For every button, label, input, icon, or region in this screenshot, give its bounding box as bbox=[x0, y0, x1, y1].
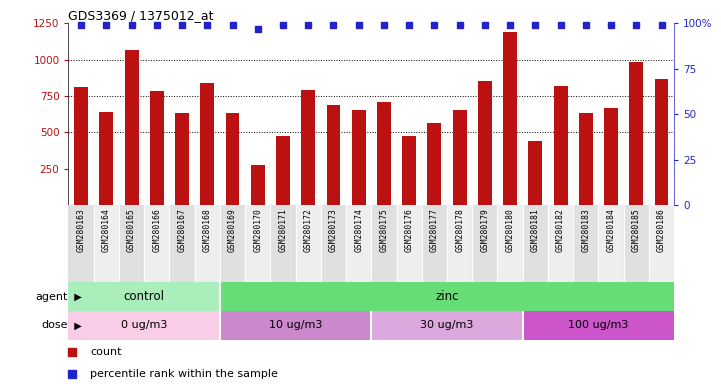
Bar bbox=[175, 113, 189, 205]
Bar bbox=[523, 205, 548, 282]
Bar bbox=[220, 311, 371, 340]
Text: 10 ug/m3: 10 ug/m3 bbox=[269, 320, 322, 331]
Bar bbox=[598, 205, 624, 282]
Text: percentile rank within the sample: percentile rank within the sample bbox=[90, 369, 278, 379]
Bar bbox=[68, 282, 220, 311]
Bar bbox=[397, 205, 422, 282]
Bar bbox=[245, 205, 270, 282]
Text: GSM280183: GSM280183 bbox=[581, 208, 590, 252]
Text: GSM280171: GSM280171 bbox=[278, 208, 288, 252]
Text: GSM280166: GSM280166 bbox=[152, 208, 162, 252]
Text: zinc: zinc bbox=[435, 290, 459, 303]
Text: GSM280176: GSM280176 bbox=[404, 208, 414, 252]
Bar bbox=[655, 79, 668, 205]
Bar bbox=[579, 113, 593, 205]
Bar bbox=[528, 141, 542, 205]
Text: ▶: ▶ bbox=[68, 291, 81, 302]
Bar bbox=[624, 205, 649, 282]
Bar bbox=[649, 205, 674, 282]
Text: GSM280182: GSM280182 bbox=[556, 208, 565, 252]
Text: GDS3369 / 1375012_at: GDS3369 / 1375012_at bbox=[68, 9, 214, 22]
Bar bbox=[503, 32, 517, 205]
Text: GSM280165: GSM280165 bbox=[127, 208, 136, 252]
Text: GSM280179: GSM280179 bbox=[480, 208, 490, 252]
Text: ▶: ▶ bbox=[68, 320, 81, 331]
Text: GSM280170: GSM280170 bbox=[253, 208, 262, 252]
Bar bbox=[352, 110, 366, 205]
Bar bbox=[346, 205, 371, 282]
Bar bbox=[251, 165, 265, 205]
Bar bbox=[472, 205, 497, 282]
Bar bbox=[220, 205, 245, 282]
Bar bbox=[99, 112, 113, 205]
Bar bbox=[428, 123, 441, 205]
Bar bbox=[150, 91, 164, 205]
Bar bbox=[220, 282, 674, 311]
Bar bbox=[523, 311, 674, 340]
Bar bbox=[200, 83, 214, 205]
Text: GSM280173: GSM280173 bbox=[329, 208, 338, 252]
Bar bbox=[74, 87, 88, 205]
Text: GSM280169: GSM280169 bbox=[228, 208, 237, 252]
Text: GSM280178: GSM280178 bbox=[455, 208, 464, 252]
Bar bbox=[402, 136, 416, 205]
Bar bbox=[321, 205, 346, 282]
Bar bbox=[422, 205, 447, 282]
Bar bbox=[377, 102, 391, 205]
Text: GSM280168: GSM280168 bbox=[203, 208, 212, 252]
Bar bbox=[554, 86, 567, 205]
Bar bbox=[327, 105, 340, 205]
Bar bbox=[629, 62, 643, 205]
Bar bbox=[447, 205, 472, 282]
Bar bbox=[144, 205, 169, 282]
Text: GSM280175: GSM280175 bbox=[379, 208, 389, 252]
Text: GSM280184: GSM280184 bbox=[606, 208, 616, 252]
Bar bbox=[296, 205, 321, 282]
Text: dose: dose bbox=[42, 320, 68, 331]
Text: GSM280186: GSM280186 bbox=[657, 208, 666, 252]
Bar bbox=[94, 205, 119, 282]
Bar bbox=[68, 311, 220, 340]
Text: control: control bbox=[124, 290, 164, 303]
Bar bbox=[478, 81, 492, 205]
Text: GSM280177: GSM280177 bbox=[430, 208, 439, 252]
Bar bbox=[68, 205, 94, 282]
Text: GSM280164: GSM280164 bbox=[102, 208, 111, 252]
Bar bbox=[371, 311, 523, 340]
Bar bbox=[226, 113, 239, 205]
Text: 100 ug/m3: 100 ug/m3 bbox=[568, 320, 629, 331]
Bar bbox=[125, 50, 138, 205]
Bar bbox=[497, 205, 523, 282]
Text: count: count bbox=[90, 347, 122, 357]
Text: GSM280174: GSM280174 bbox=[354, 208, 363, 252]
Bar bbox=[573, 205, 598, 282]
Bar bbox=[195, 205, 220, 282]
Bar bbox=[604, 108, 618, 205]
Bar bbox=[119, 205, 144, 282]
Text: 0 ug/m3: 0 ug/m3 bbox=[121, 320, 167, 331]
Text: GSM280180: GSM280180 bbox=[505, 208, 515, 252]
Bar bbox=[548, 205, 573, 282]
Text: GSM280181: GSM280181 bbox=[531, 208, 540, 252]
Bar bbox=[453, 110, 466, 205]
Bar bbox=[301, 90, 315, 205]
Bar bbox=[276, 136, 290, 205]
Text: GSM280185: GSM280185 bbox=[632, 208, 641, 252]
Bar bbox=[169, 205, 195, 282]
Bar bbox=[270, 205, 296, 282]
Text: GSM280163: GSM280163 bbox=[76, 208, 86, 252]
Text: GSM280167: GSM280167 bbox=[177, 208, 187, 252]
Text: 30 ug/m3: 30 ug/m3 bbox=[420, 320, 474, 331]
Text: agent: agent bbox=[35, 291, 68, 302]
Bar bbox=[371, 205, 397, 282]
Text: GSM280172: GSM280172 bbox=[304, 208, 313, 252]
